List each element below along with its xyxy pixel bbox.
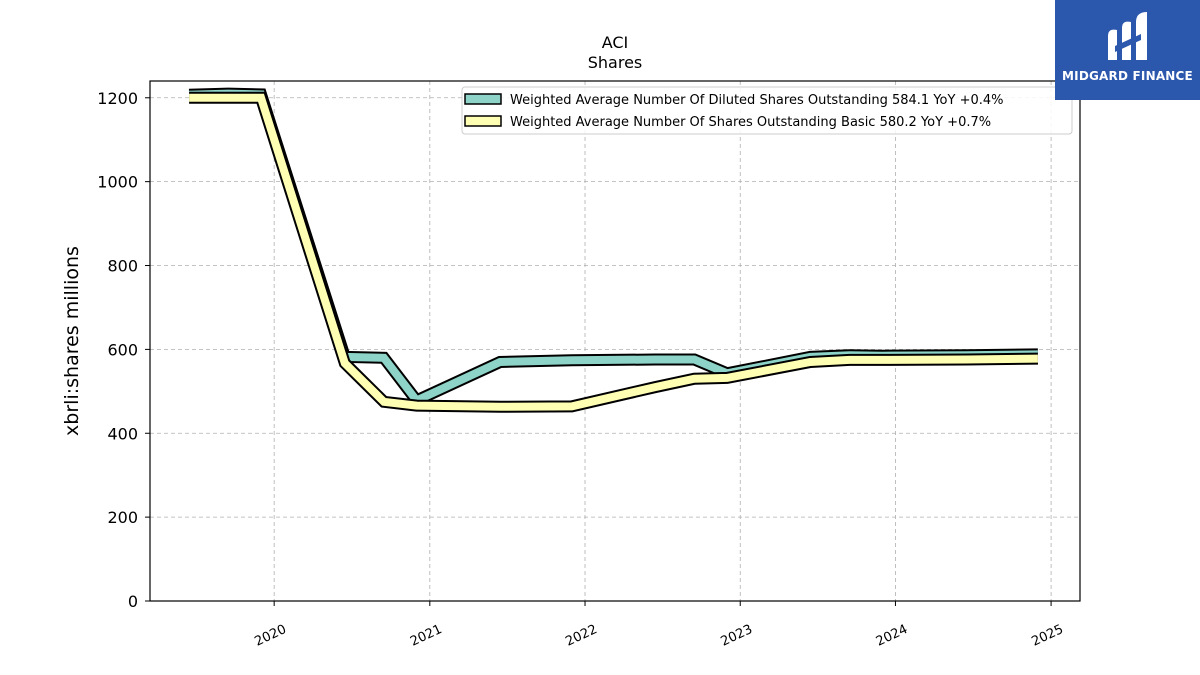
- x-tick-label: 2022: [563, 622, 599, 650]
- x-tick-label: 2021: [408, 622, 444, 650]
- legend-label-basic: Weighted Average Number Of Shares Outsta…: [510, 115, 991, 130]
- y-tick-label: 200: [107, 508, 138, 527]
- y-tick-label: 600: [107, 340, 138, 359]
- y-tick-label: 800: [107, 257, 138, 276]
- legend: Weighted Average Number Of Diluted Share…: [461, 86, 1073, 135]
- brand-logo: MIDGARD FINANCE: [1055, 0, 1200, 100]
- x-tick-label: 2025: [1029, 622, 1065, 650]
- midgard-logo-icon: [1108, 12, 1147, 61]
- y-tick-label: 0: [128, 592, 138, 611]
- legend-label-diluted: Weighted Average Number Of Diluted Share…: [510, 93, 1004, 108]
- series-layer: [188, 87, 1038, 413]
- legend-box: [461, 86, 1073, 135]
- y-axis-label: xbrli:shares millions: [61, 246, 83, 436]
- y-tick-label: 400: [107, 424, 138, 443]
- x-axis: 2020 2021 2022 2023 2024 2025: [253, 601, 1066, 650]
- chart-title: ACI: [601, 33, 629, 52]
- chart-subtitle: Shares: [587, 53, 643, 72]
- y-tick-label: 1000: [97, 173, 138, 192]
- legend-swatch-basic: [464, 115, 502, 127]
- legend-swatch-diluted: [464, 93, 502, 105]
- series-line-1: [189, 93, 1038, 411]
- y-tick-label: 1200: [97, 89, 138, 108]
- y-axis: 0 200 400 600 800 1000 1200: [97, 89, 150, 611]
- plot-frame: [149, 80, 1081, 602]
- logo-wordmark: MIDGARD FINANCE: [1062, 69, 1193, 83]
- x-tick-label: 2020: [253, 622, 289, 650]
- grid-lines: [150, 81, 1080, 602]
- x-tick-label: 2024: [874, 622, 910, 650]
- x-tick-label: 2023: [719, 622, 755, 650]
